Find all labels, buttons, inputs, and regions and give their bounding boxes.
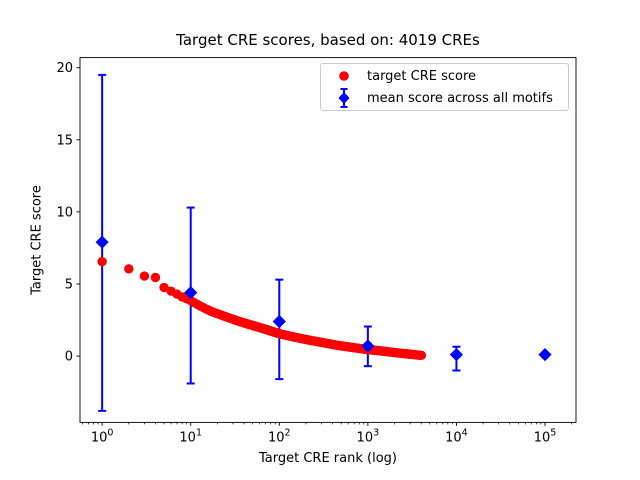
mean-diamond bbox=[95, 235, 109, 249]
x-axis-label: Target CRE rank (log) bbox=[259, 451, 397, 466]
legend: target CRE score mean score across all m… bbox=[320, 63, 569, 111]
x-tick-label: 103 bbox=[357, 427, 380, 445]
mean-diamond bbox=[449, 348, 464, 362]
mean-diamond bbox=[361, 339, 375, 353]
x-tick-label: 101 bbox=[179, 427, 202, 445]
red-scatter-point bbox=[97, 256, 107, 267]
chart-title: Target CRE scores, based on: 4019 CREs bbox=[176, 31, 480, 49]
red-scatter-point bbox=[150, 272, 161, 283]
red-scatter-point bbox=[159, 282, 169, 293]
mean-diamond bbox=[538, 348, 552, 362]
legend-entry-mean-score: mean score across all motifs bbox=[321, 88, 568, 108]
legend-label: mean score across all motifs bbox=[367, 90, 553, 106]
y-axis-label: Target CRE score bbox=[29, 185, 45, 295]
y-tick-label: 5 bbox=[65, 277, 73, 292]
y-tick-label: 15 bbox=[56, 133, 73, 148]
plot-border bbox=[79, 57, 577, 423]
y-tick-label: 10 bbox=[56, 205, 73, 220]
legend-entry-target-cre-score: target CRE score bbox=[321, 67, 568, 86]
x-tick-label: 102 bbox=[268, 427, 291, 445]
red-scatter-point bbox=[124, 264, 134, 274]
blue-diamond-errorbar-icon bbox=[321, 88, 367, 108]
red-scatter-point bbox=[139, 271, 150, 281]
red-scatter-point bbox=[416, 350, 427, 361]
x-tick-label: 105 bbox=[534, 427, 557, 445]
mean-diamond bbox=[184, 286, 198, 300]
x-tick-label: 104 bbox=[445, 427, 468, 445]
x-tick-label: 100 bbox=[91, 427, 114, 445]
mean-diamond bbox=[272, 314, 286, 329]
y-tick-label: 20 bbox=[56, 61, 73, 76]
y-tick-label: 0 bbox=[65, 350, 73, 365]
red-circle-icon bbox=[321, 70, 367, 82]
legend-label: target CRE score bbox=[367, 68, 477, 84]
